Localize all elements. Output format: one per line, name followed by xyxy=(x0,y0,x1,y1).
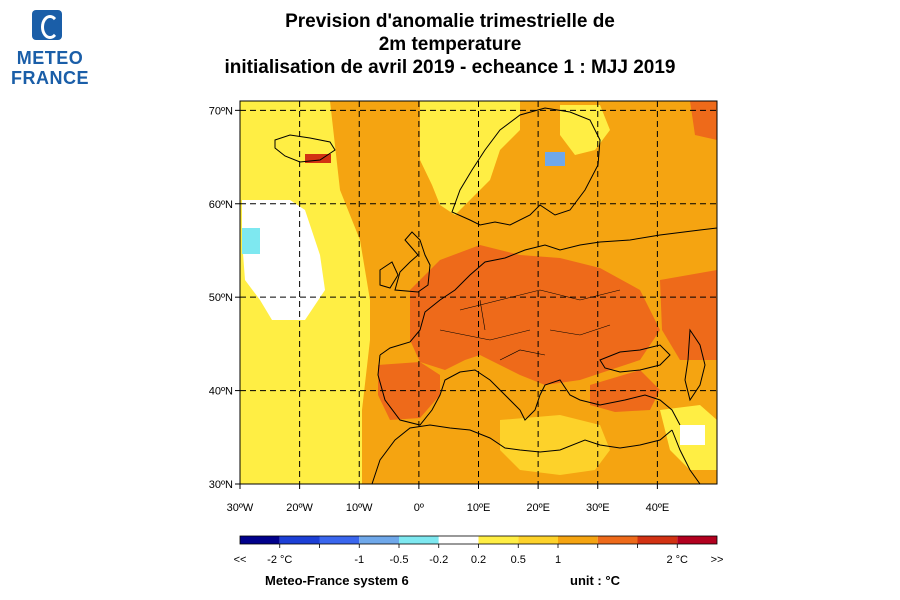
lon-tick-label: 0º xyxy=(414,502,424,514)
meteo-france-emblem-icon xyxy=(32,10,62,40)
lat-tick-label: 60ºN xyxy=(209,199,233,211)
lat-tick-label: 30ºN xyxy=(209,479,233,491)
colorbar-label: 1 xyxy=(555,554,561,566)
lon-tick-label: 10ºE xyxy=(467,502,491,514)
colorbar-label: 0.5 xyxy=(511,554,526,566)
colorbar-label: << xyxy=(234,554,247,566)
colorbar-swatch xyxy=(240,536,280,544)
lat-tick-label: 50ºN xyxy=(209,292,233,304)
colorbar xyxy=(239,535,718,548)
axis-ticks: 70ºN 60ºN 50ºN 40ºN 30ºN 30ºW 20ºW 10ºW 0º 10ºE 20… xyxy=(209,105,669,514)
title-line1: Prevision d'anomalie trimestrielle de xyxy=(285,11,615,32)
colorbar-label: -1 xyxy=(354,554,364,566)
lon-tick-label: 20ºE xyxy=(526,502,550,514)
colorbar-label: -0.2 xyxy=(429,554,448,566)
lon-tick-label: 20ºW xyxy=(286,502,313,514)
lat-tick-label: 40ºN xyxy=(209,386,233,398)
north-africa-coast xyxy=(371,424,673,485)
country-borders xyxy=(439,289,621,361)
colorbar-labels: << -2 °C -1 -0.5 -0.2 0.2 0.5 1 2 °C >> xyxy=(234,554,724,566)
black-sea-coast xyxy=(599,344,671,373)
field-atlantic-cyan xyxy=(242,228,260,254)
field-atlantic-white xyxy=(242,200,325,320)
colorbar-swatch xyxy=(677,536,717,544)
title-line3: initialisation de avril 2019 - echeance … xyxy=(224,57,676,78)
field-central-europe-red-orange xyxy=(410,245,660,385)
britain-coast xyxy=(394,231,431,293)
field-middle-east-white xyxy=(680,425,705,445)
colorbar-label: -2 °C xyxy=(267,554,292,566)
unit-label: unit : °C xyxy=(570,573,620,588)
colorbar-swatch xyxy=(279,536,320,544)
colorbar-swatch xyxy=(558,536,598,544)
title-line2: 2m temperature xyxy=(378,34,522,55)
colorbar-swatch xyxy=(438,536,479,544)
meteo-france-logo: METEO FRANCE xyxy=(10,10,90,90)
model-system-label: Meteo-France system 6 xyxy=(265,573,409,588)
lon-tick-label: 30ºW xyxy=(227,502,254,514)
colorbar-label: -0.5 xyxy=(390,554,409,566)
field-iberia-red-orange xyxy=(378,362,440,420)
logo-text-line2: FRANCE xyxy=(11,68,89,88)
field-iceland-red xyxy=(305,154,331,163)
colorbar-swatch xyxy=(637,536,678,544)
field-east-red-orange xyxy=(660,270,717,360)
colorbar-swatch xyxy=(597,536,638,544)
colorbar-swatch xyxy=(359,536,399,544)
colorbar-swatch xyxy=(399,536,439,544)
field-finland-blue xyxy=(545,152,565,166)
colorbar-label: 0.2 xyxy=(471,554,486,566)
field-libya-yellow xyxy=(500,415,610,475)
colorbar-swatch xyxy=(319,536,360,544)
lon-tick-label: 40ºE xyxy=(646,502,670,514)
colorbar-label: >> xyxy=(711,554,724,566)
colorbar-swatch xyxy=(478,536,519,544)
lat-tick-label: 70ºN xyxy=(209,105,233,117)
graticule xyxy=(240,101,717,484)
red-sea-coast xyxy=(671,429,701,485)
caspian-coast xyxy=(684,328,706,402)
ireland-coast xyxy=(379,261,399,289)
colorbar-label: 2 °C xyxy=(666,554,688,566)
lon-tick-label: 30ºE xyxy=(586,502,610,514)
mediterranean-north-coast xyxy=(377,354,681,426)
field-scandinavia-yellow xyxy=(420,101,520,215)
logo-text-line1: METEO xyxy=(16,48,84,68)
north-europe-coast xyxy=(379,227,718,356)
colorbar-swatch xyxy=(518,536,558,544)
lon-tick-label: 10ºW xyxy=(346,502,373,514)
